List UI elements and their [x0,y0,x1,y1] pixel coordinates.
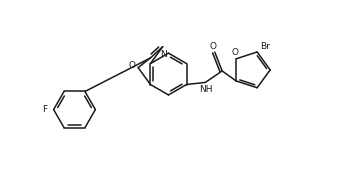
Text: Br: Br [260,42,270,51]
Text: NH: NH [198,85,212,94]
Text: F: F [42,105,47,114]
Text: O: O [209,42,216,51]
Text: N: N [160,50,167,58]
Text: O: O [128,61,135,70]
Text: O: O [232,49,239,57]
